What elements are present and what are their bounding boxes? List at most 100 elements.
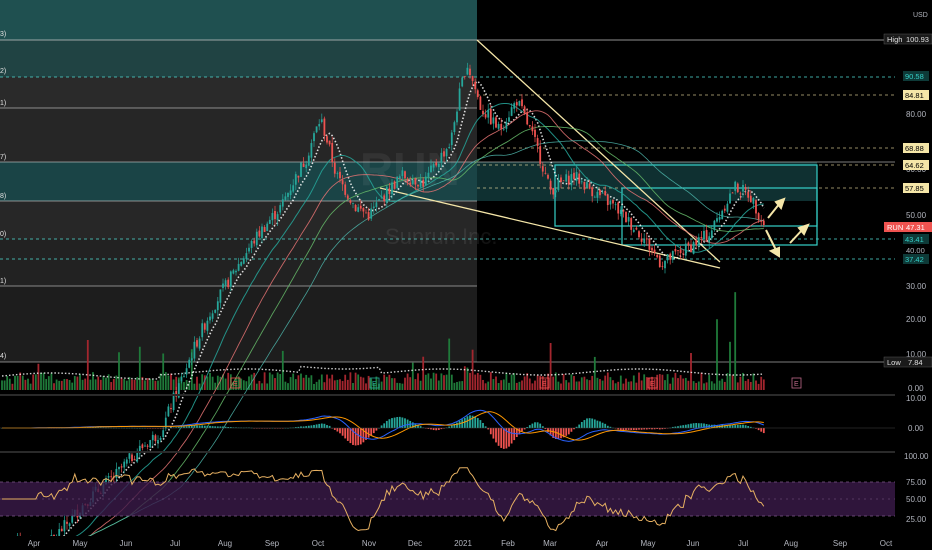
volume-bar xyxy=(188,382,191,390)
candle-body xyxy=(406,178,409,182)
volume-bar xyxy=(419,380,422,390)
time-axis-label: Apr xyxy=(596,539,609,548)
earnings-box-4[interactable] xyxy=(647,377,658,389)
volume-bar xyxy=(310,375,313,390)
candle-body xyxy=(508,117,510,122)
candle-body xyxy=(664,260,666,269)
candle-body xyxy=(632,229,635,232)
upper-trendline[interactable] xyxy=(476,39,721,263)
level-tag-64-value: 64.62 xyxy=(905,161,924,170)
volume-bar xyxy=(716,319,718,390)
earnings-label-4: E xyxy=(650,381,655,388)
volume-bar xyxy=(476,373,479,390)
macd-histogram-bar xyxy=(742,424,744,428)
volume-bar xyxy=(84,378,87,390)
projection-arrows xyxy=(765,197,810,258)
macd-histogram-bar xyxy=(417,425,419,428)
candle-body xyxy=(502,128,505,130)
candle-body xyxy=(294,174,297,185)
candle-body xyxy=(604,191,607,196)
candle-body xyxy=(118,466,120,470)
time-axis-label: Aug xyxy=(218,539,232,548)
volume-bar xyxy=(237,376,240,390)
macd-histogram-bar xyxy=(549,428,552,436)
earnings-box-1[interactable] xyxy=(230,377,241,389)
candle-body xyxy=(640,238,643,242)
candle-body xyxy=(586,182,588,188)
macd-histogram-bar xyxy=(580,422,583,428)
level-tag-64: 64.62 xyxy=(903,160,929,170)
volume-bar xyxy=(677,378,679,390)
candle-body xyxy=(404,171,406,179)
candle-body xyxy=(541,166,544,172)
earnings-box-5[interactable] xyxy=(791,377,802,389)
volume-bar xyxy=(747,379,750,390)
candle-body xyxy=(383,195,386,201)
macd-histogram-bar xyxy=(183,426,185,428)
time-axis-panel[interactable] xyxy=(0,536,932,550)
consolidation-box-inner[interactable] xyxy=(621,187,818,246)
macd-histogram-bar xyxy=(656,428,659,429)
volume-bar xyxy=(79,374,81,390)
earnings-label-1: E xyxy=(233,381,238,388)
volume-bar xyxy=(271,374,274,390)
volume-bar xyxy=(560,383,562,390)
candle-body xyxy=(362,208,365,212)
volume-bar xyxy=(645,377,648,390)
low-tag-value: 7.84 xyxy=(908,358,923,367)
candle-body xyxy=(177,383,180,398)
volume-bar xyxy=(27,378,29,390)
volume-bar xyxy=(346,379,349,390)
candle-body xyxy=(443,151,445,157)
volume-bar xyxy=(435,373,438,390)
macd-histogram-bar xyxy=(489,428,492,435)
volume-bar xyxy=(289,377,292,390)
volume-bar xyxy=(731,375,734,390)
candle-body xyxy=(731,192,734,194)
macd-histogram-bar xyxy=(94,427,97,428)
candle-body xyxy=(518,100,521,106)
candle-body xyxy=(461,77,464,87)
macd-histogram-bar xyxy=(552,428,555,438)
volume-bar xyxy=(105,377,107,390)
volume-bar xyxy=(235,378,237,390)
macd-histogram-bar xyxy=(617,428,620,430)
price-tick-4: 20.00 xyxy=(906,315,927,324)
macd-histogram-bar xyxy=(695,423,698,428)
volume-bar xyxy=(606,372,609,390)
macd-histogram-bar xyxy=(201,425,204,428)
volume-bar xyxy=(86,340,89,390)
macd-histogram-bar xyxy=(651,428,653,430)
candle-body xyxy=(721,210,724,220)
volume-bar xyxy=(565,380,568,390)
candle-body xyxy=(565,174,568,182)
macd-histogram-bar xyxy=(385,420,388,428)
volume-bar xyxy=(21,375,24,390)
macd-histogram-bar xyxy=(406,419,409,428)
volume-bar xyxy=(89,379,92,390)
volume-bar xyxy=(427,373,430,390)
lower-trendline[interactable] xyxy=(379,187,721,269)
earnings-box-3[interactable] xyxy=(539,377,550,389)
volume-bar xyxy=(370,378,373,390)
volume-bar xyxy=(687,380,690,390)
volume-bar xyxy=(128,377,131,390)
candle-body xyxy=(528,125,531,127)
macd-histogram-bar xyxy=(760,428,763,432)
level-tag-90-value: 90.58 xyxy=(905,72,924,81)
volume-bar xyxy=(586,379,588,390)
macd-histogram-bar xyxy=(684,424,687,428)
candle-body xyxy=(359,205,362,209)
macd-histogram-bar xyxy=(622,428,625,431)
candle-body xyxy=(677,250,679,251)
macd-histogram-bar xyxy=(463,417,466,428)
candle-body xyxy=(180,377,183,382)
volume-bar xyxy=(323,382,326,390)
candle-body xyxy=(635,227,638,230)
candle-body xyxy=(196,340,198,347)
candle-body xyxy=(536,138,539,146)
volume-bar xyxy=(253,372,256,390)
earnings-box-2[interactable] xyxy=(369,377,380,389)
candle-body xyxy=(424,176,427,186)
